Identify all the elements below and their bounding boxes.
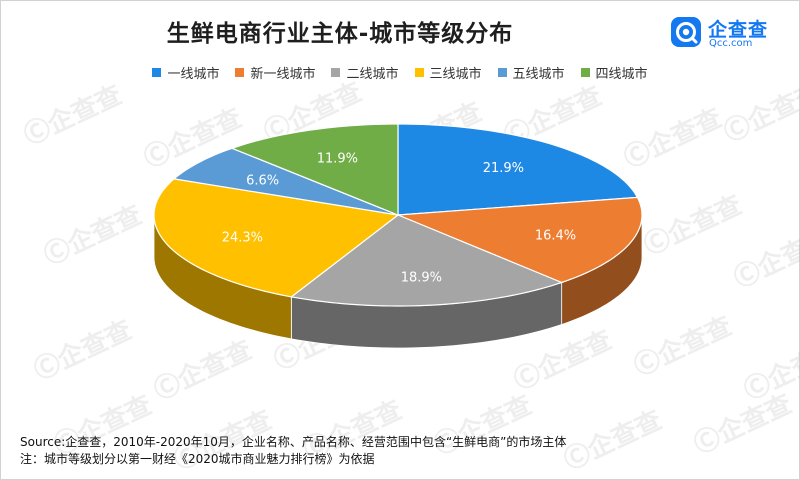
- legend-label: 一线城市: [167, 67, 220, 82]
- legend-label: 新一线城市: [250, 67, 316, 82]
- data-label: 6.6%: [246, 173, 279, 188]
- source-line: Source:企查查，2010年-2020年10月，企业名称、产品名称、经营范围…: [20, 435, 567, 449]
- pie-slice: [289, 214, 564, 307]
- legend-swatch: [331, 68, 341, 77]
- legend-item: 新一线城市: [235, 63, 315, 82]
- data-label: 16.4%: [535, 229, 576, 244]
- chart-title: 生鲜电商行业主体-城市等级分布: [166, 21, 514, 47]
- chart-legend: 一线城市 新一线城市 二线城市 三线城市 五线城市 四线城市: [0, 63, 800, 82]
- legend-swatch: [497, 68, 507, 77]
- data-label: 18.9%: [401, 270, 442, 285]
- qcc-logo-icon: [671, 17, 701, 47]
- legend-label: 三线城市: [429, 67, 482, 82]
- pie-slice: [153, 178, 400, 298]
- legend-swatch: [235, 68, 245, 77]
- legend-label: 四线城市: [595, 67, 648, 82]
- pie-slice: [397, 196, 643, 284]
- pie-slice: [397, 123, 639, 216]
- source-note: Source:企查查，2010年-2020年10月，企业名称、产品名称、经营范围…: [20, 434, 566, 468]
- legend-swatch: [580, 68, 590, 77]
- legend-label: 二线城市: [346, 67, 399, 82]
- data-label: 11.9%: [317, 151, 358, 166]
- qcc-logo: 企查查 Qcc.com: [671, 17, 791, 51]
- logo-domain: Qcc.com: [709, 38, 753, 49]
- legend-item: 三线城市: [414, 63, 482, 82]
- pie-slice: [172, 147, 399, 216]
- data-label: 24.3%: [222, 231, 263, 246]
- legend-label: 五线城市: [512, 67, 565, 82]
- logo-name: 企查查: [708, 19, 769, 41]
- legend-item: 五线城市: [497, 63, 565, 82]
- legend-item: 二线城市: [331, 63, 399, 82]
- pie-slice: [230, 123, 399, 216]
- legend-item: 一线城市: [152, 63, 219, 82]
- legend-swatch: [414, 68, 424, 77]
- legend-swatch: [152, 68, 162, 77]
- data-label: 21.9%: [483, 161, 524, 176]
- note-line: 注：城市等级划分以第一财经《2020城市商业魅力排行榜》为依据: [20, 452, 375, 466]
- legend-item: 四线城市: [580, 63, 648, 82]
